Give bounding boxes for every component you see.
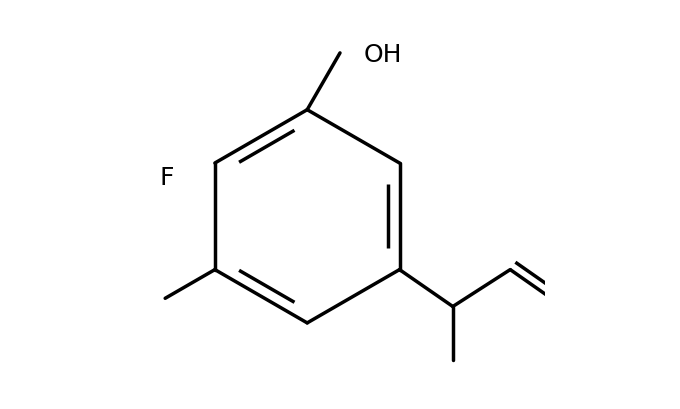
Text: OH: OH: [364, 43, 403, 67]
Text: F: F: [159, 166, 174, 190]
